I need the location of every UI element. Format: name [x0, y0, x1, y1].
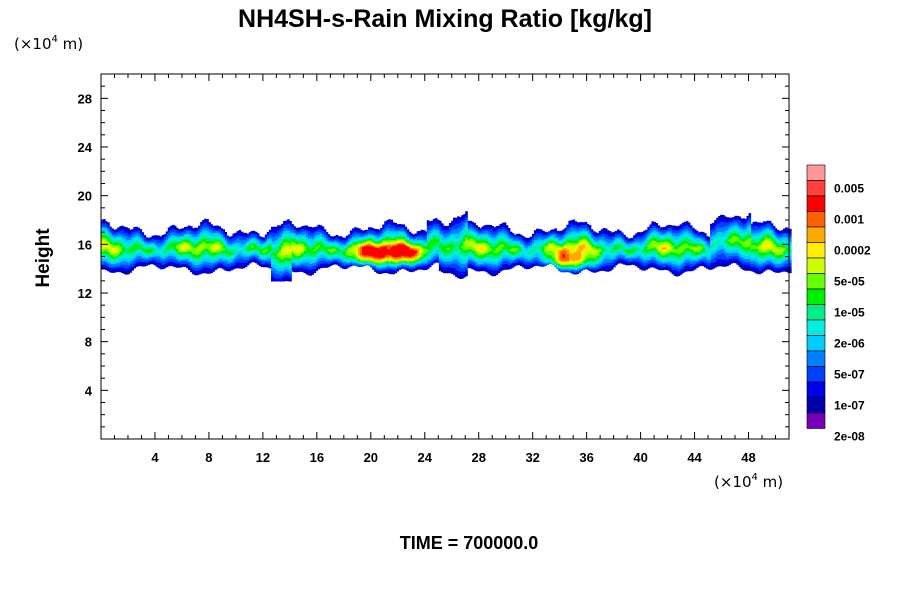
time-label: TIME = 700000.0 — [400, 533, 539, 553]
colorbar-label: 5e-05 — [834, 274, 865, 288]
chart-title: NH4SH-s-Rain Mixing Ratio [kg/kg] — [238, 5, 652, 33]
x-tick-label: 4 — [151, 450, 159, 465]
colorbar-label: 2e-06 — [834, 336, 865, 350]
field-contour — [362, 244, 565, 258]
colorbar-swatch — [806, 211, 826, 228]
colorbar-label: 1e-07 — [834, 398, 865, 412]
colorbar-swatch — [806, 288, 826, 305]
x-tick-label: 32 — [525, 450, 539, 465]
colorbar-swatch — [806, 180, 826, 197]
y-tick-label: 8 — [85, 335, 92, 350]
y-tick-label: 4 — [85, 383, 93, 398]
colorbar: 0.005 0.001 0.0002 5e-05 1e-05 2e-06 5e-07 1e-0… — [806, 164, 871, 443]
y-axis-unit: (×104 m) — [14, 34, 83, 53]
y-tick-label: 16 — [78, 237, 92, 252]
field-contour — [101, 227, 792, 269]
colorbar-swatch — [806, 195, 826, 212]
field-contour — [358, 242, 667, 263]
x-tick-label: 28 — [471, 450, 485, 465]
x-tick-label: 24 — [418, 450, 433, 465]
x-axis-unit: (×104 m) — [714, 472, 783, 491]
colorbar-swatch — [806, 319, 826, 336]
colorbar-label: 5e-07 — [834, 367, 865, 381]
y-tick-label: 20 — [78, 189, 92, 204]
y-tick-label: 24 — [78, 140, 93, 155]
colorbar-swatch — [806, 304, 826, 321]
x-tick-label: 48 — [741, 450, 755, 465]
y-axis: 4 8 12 16 20 24 28 — [78, 85, 789, 428]
x-tick-label: 36 — [579, 450, 593, 465]
field-contour — [101, 217, 792, 279]
field-contour — [101, 220, 792, 276]
x-tick-label: 44 — [687, 450, 702, 465]
colorbar-label: 0.005 — [834, 181, 864, 195]
y-tick-label: 12 — [78, 286, 92, 301]
colorbar-swatch — [806, 412, 826, 429]
y-tick-label: 28 — [78, 91, 92, 106]
colorbar-swatch — [806, 257, 826, 274]
x-axis: 4 8 12 16 20 24 28 32 36 40 44 48 — [113, 74, 777, 465]
x-tick-label: 20 — [364, 450, 378, 465]
x-tick-label: 8 — [205, 450, 212, 465]
colorbar-label: 0.0002 — [834, 243, 871, 257]
colorbar-label: 2e-08 — [834, 429, 865, 443]
field-contour — [101, 212, 792, 282]
colorbar-swatch — [806, 366, 826, 383]
mixing-ratio-field — [101, 211, 792, 282]
colorbar-swatch — [806, 350, 826, 367]
x-tick-label: 40 — [633, 450, 647, 465]
colorbar-label: 1e-05 — [834, 305, 865, 319]
colorbar-swatch — [806, 381, 826, 398]
y-axis-label: Height — [33, 228, 54, 288]
x-tick-label: 16 — [310, 450, 324, 465]
x-tick-label: 12 — [256, 450, 270, 465]
colorbar-swatch — [806, 164, 826, 181]
field-contour — [360, 243, 569, 261]
colorbar-label: 0.001 — [834, 212, 864, 226]
field-contour — [101, 233, 788, 267]
field-contour — [101, 230, 792, 269]
colorbar-swatch — [806, 242, 826, 259]
colorbar-swatch — [806, 273, 826, 290]
colorbar-swatch — [806, 335, 826, 352]
colorbar-swatch — [806, 397, 826, 414]
colorbar-swatch — [806, 226, 826, 243]
